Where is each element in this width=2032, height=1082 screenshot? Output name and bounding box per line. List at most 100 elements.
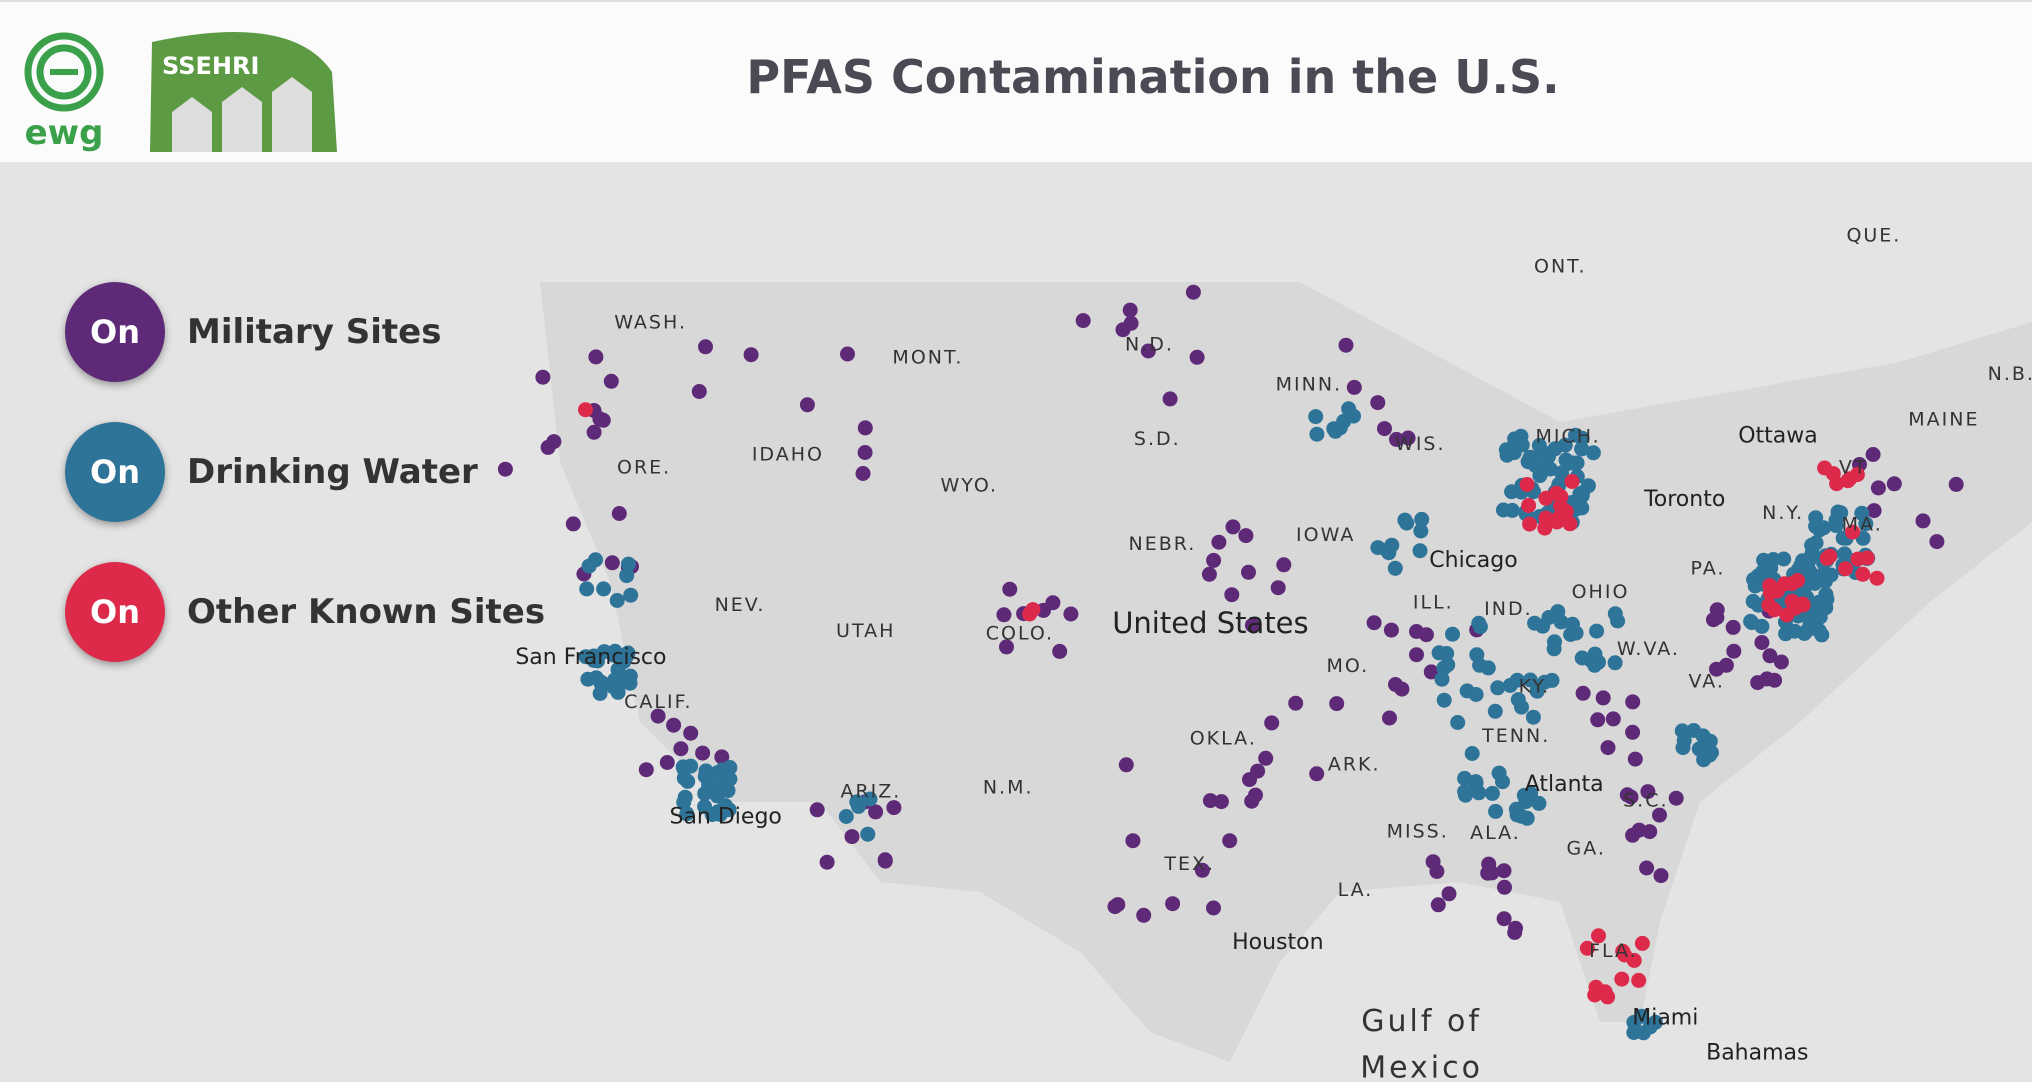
site-dot — [1507, 925, 1523, 940]
map-label: ARK. — [1328, 753, 1381, 775]
site-dot — [1585, 445, 1601, 461]
site-dot — [1557, 437, 1573, 453]
site-dot — [1509, 672, 1525, 688]
site-dot — [1822, 548, 1838, 564]
legend-toggle[interactable]: On Drinking Water — [65, 422, 478, 522]
map-label: ORE. — [617, 457, 671, 479]
map-label: Ottawa — [1738, 423, 1818, 448]
site-dot — [579, 581, 595, 597]
site-dot — [596, 581, 612, 597]
site-dot — [683, 725, 699, 741]
site-dot — [1464, 746, 1480, 761]
site-dot — [1445, 626, 1460, 642]
site-dot — [1743, 613, 1759, 629]
site-dot — [588, 552, 603, 568]
site-dot — [1778, 626, 1794, 642]
site-dot — [588, 349, 604, 365]
map-label: IND. — [1484, 598, 1533, 620]
map-labels: WASH. MONT. N.D. MINN. ONT. QUE. N.B. MAINE Otta… — [515, 225, 2032, 1082]
site-dot — [712, 807, 728, 822]
map-label: S.C. — [1623, 790, 1668, 812]
site-dot — [1614, 971, 1630, 987]
ewg-logo: ewg — [24, 32, 104, 153]
site-dot — [1063, 606, 1079, 622]
site-dot — [1472, 657, 1488, 673]
map-label: Chicago — [1429, 548, 1517, 573]
map-label: VT — [1839, 457, 1868, 479]
site-dot — [1165, 896, 1181, 912]
site-dot — [819, 854, 835, 870]
site-dot — [1784, 593, 1800, 609]
site-dot — [659, 755, 675, 770]
map-label: QUE. — [1846, 225, 1901, 247]
site-dot — [1496, 911, 1512, 927]
site-dot — [610, 662, 626, 677]
site-dot — [1521, 498, 1537, 513]
site-dot — [799, 397, 815, 413]
map-label: GA. — [1566, 838, 1605, 860]
map-label: Atlanta — [1525, 772, 1604, 797]
site-dot — [1162, 391, 1178, 407]
site-dot — [1617, 947, 1633, 963]
toggle-state[interactable]: On — [65, 562, 165, 662]
site-dot — [1870, 480, 1886, 496]
site-dot — [638, 762, 654, 778]
site-dot — [1258, 750, 1274, 766]
site-dot — [691, 384, 707, 399]
site-dot — [1619, 787, 1635, 803]
site-dot — [1329, 696, 1345, 712]
site-dot — [1829, 476, 1845, 492]
site-dot — [1520, 454, 1536, 470]
site-dot — [1519, 477, 1535, 492]
site-dot — [1819, 591, 1835, 607]
site-dot — [1631, 972, 1647, 988]
map-label: NEBR. — [1128, 533, 1196, 555]
site-dot — [1550, 511, 1566, 526]
site-dot — [1409, 624, 1424, 639]
map-label: MISS. — [1387, 821, 1449, 843]
map-label: MA. — [1842, 514, 1883, 536]
map-label: N.Y. — [1762, 502, 1804, 524]
site-dot — [1459, 683, 1475, 699]
site-dot — [1544, 672, 1560, 688]
site-dot — [1383, 622, 1399, 638]
site-dot — [1425, 854, 1441, 870]
site-dots — [497, 284, 1964, 1041]
site-dot — [1488, 803, 1504, 819]
site-dot — [1812, 522, 1827, 538]
site-dot — [1587, 657, 1603, 673]
map-label: WASH. — [614, 311, 687, 333]
map-label: Miami — [1632, 1005, 1698, 1030]
toggle-state[interactable]: On — [65, 282, 165, 382]
site-dot — [1838, 561, 1853, 577]
site-dot — [1762, 585, 1778, 601]
map-label: W.VA. — [1617, 638, 1680, 660]
site-dot — [1122, 302, 1138, 318]
map-label: United States — [1112, 606, 1308, 640]
toggle-state[interactable]: On — [65, 422, 165, 522]
site-dot — [855, 466, 871, 481]
site-dot — [620, 645, 636, 661]
site-dot — [1436, 660, 1452, 676]
map-label: Gulf of — [1361, 1004, 1482, 1039]
map-label: COLO. — [986, 622, 1054, 644]
site-dot — [1270, 580, 1286, 596]
legend-toggle[interactable]: On Other Known Sites — [65, 562, 545, 662]
site-dot — [1397, 512, 1413, 528]
map-label: IOWA — [1296, 524, 1355, 546]
site-dot — [1587, 646, 1603, 662]
site-dot — [611, 506, 627, 521]
site-dot — [1025, 602, 1041, 618]
site-dot — [1815, 566, 1831, 582]
site-dot — [1750, 675, 1766, 691]
map: WASH. MONT. N.D. MINN. ONT. QUE. N.B. MAINE Otta… — [0, 162, 2032, 1082]
map-label: N.D. — [1125, 333, 1174, 355]
map-label: San Francisco — [515, 645, 666, 670]
site-dot — [1490, 680, 1506, 696]
site-dot — [1382, 710, 1397, 726]
legend-toggle[interactable]: On Military Sites — [65, 282, 441, 382]
site-dot — [714, 749, 730, 765]
site-dot — [698, 763, 714, 779]
site-dot — [680, 773, 696, 789]
